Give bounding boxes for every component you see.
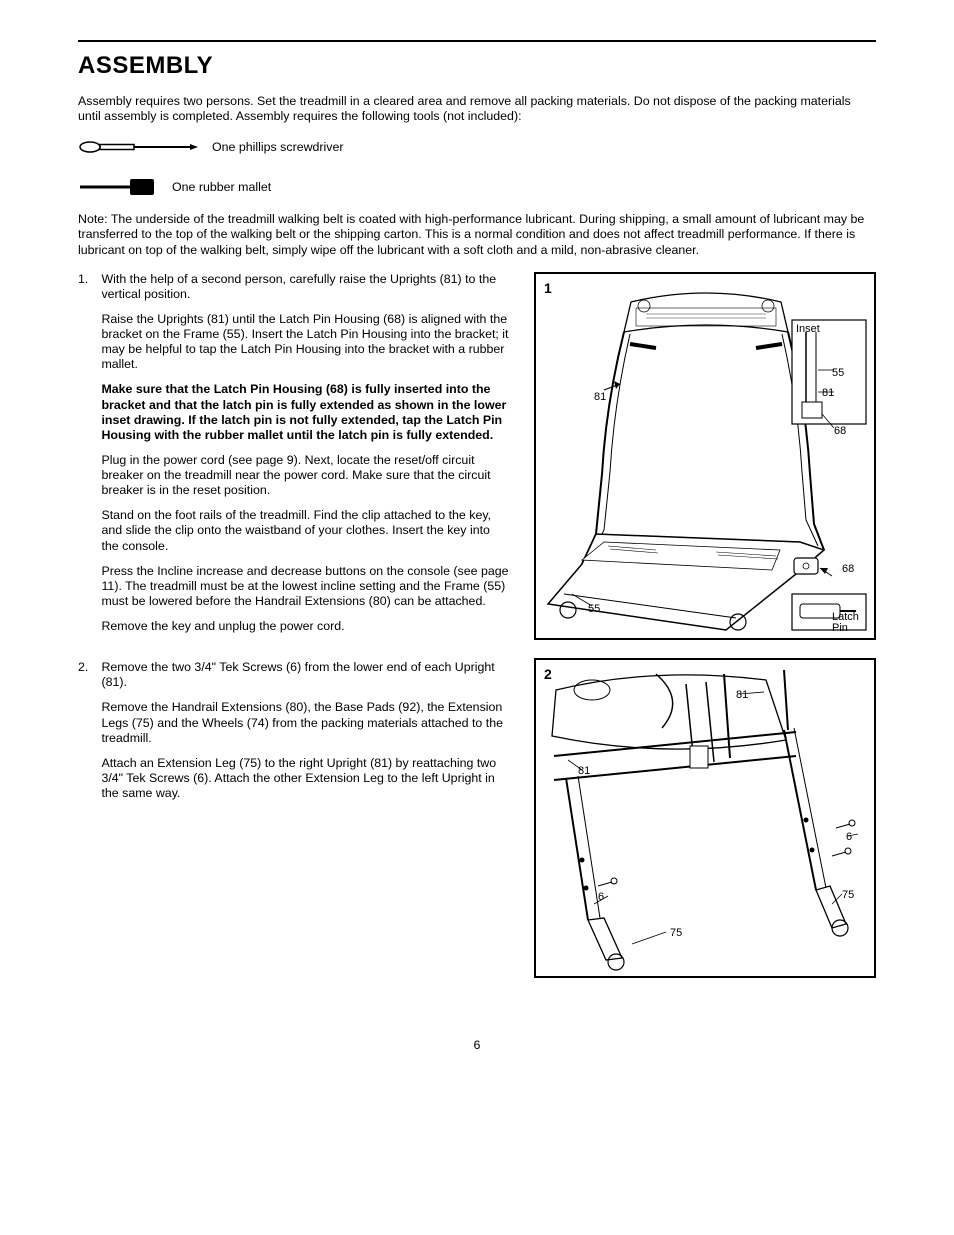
fig2-callout-5: 75 [842,890,854,902]
figure-1: 1 [534,272,876,640]
step-2-para-0: Remove the two 3/4" Tek Screws (6) from … [101,660,509,690]
step-1-para-0: With the help of a second person, carefu… [101,272,509,302]
fig2-callout-2: 6 [846,832,852,844]
tool-label-screwdriver: One phillips screwdriver [212,140,344,154]
step-2-para-1: Remove the Handrail Extensions (80), the… [101,700,509,745]
figure-2-number: 2 [544,666,552,682]
step-2-number: 2. [78,660,98,675]
fig1-callout-6: 55 [588,604,600,616]
step-1-number: 1. [78,272,98,287]
screwdriver-icon [78,132,198,162]
tool-label-mallet: One rubber mallet [172,180,271,194]
figure-1-number: 1 [544,280,552,296]
steps-column: 1. With the help of a second person, car… [78,272,510,978]
tool-row-screwdriver: One phillips screwdriver [78,132,876,162]
fig1-callout-3: 81 [822,388,834,400]
fig1-callout-2: 55 [832,368,844,380]
figure-1-drawing [536,274,872,636]
fig1-callout-1: Inset [796,324,820,336]
fig2-callout-0: 81 [736,690,748,702]
step-1-para-6: Remove the key and unplug the power cord… [101,619,509,634]
intro-paragraph: Assembly requires two persons. Set the t… [78,94,876,124]
step-1-para-1: Raise the Uprights (81) until the Latch … [101,312,509,373]
figure-2: 2 [534,658,876,978]
fig2-callout-4: 75 [670,928,682,940]
fig1-callout-5: 68 [842,564,854,576]
post-tools-note: Note: The underside of the treadmill wal… [78,212,876,257]
step-1-para-5: Press the Incline increase and decrease … [101,564,509,609]
fig1-callout-7: LatchPin [832,612,866,635]
page-number: 6 [78,1038,876,1052]
top-rule [78,40,876,42]
fig1-callout-0: 81 [594,392,606,404]
fig2-callout-3: 6 [598,892,604,904]
step-2-para-2: Attach an Extension Leg (75) to the righ… [101,756,509,801]
step-1-para-2: Make sure that the Latch Pin Housing (68… [101,382,509,443]
tool-row-mallet: One rubber mallet [78,172,876,202]
figure-2-drawing [536,660,872,974]
fig1-callout-4: 68 [834,426,846,438]
page-title: ASSEMBLY [78,52,876,80]
figures-column: 1 [534,272,876,978]
mallet-icon [78,172,158,202]
step-1-para-4: Stand on the foot rails of the treadmill… [101,508,509,553]
step-2: 2. Remove the two 3/4" Tek Screws (6) fr… [78,660,510,811]
step-1: 1. With the help of a second person, car… [78,272,510,645]
fig2-callout-1: 81 [578,766,590,778]
step-1-para-3: Plug in the power cord (see page 9). Nex… [101,453,509,498]
